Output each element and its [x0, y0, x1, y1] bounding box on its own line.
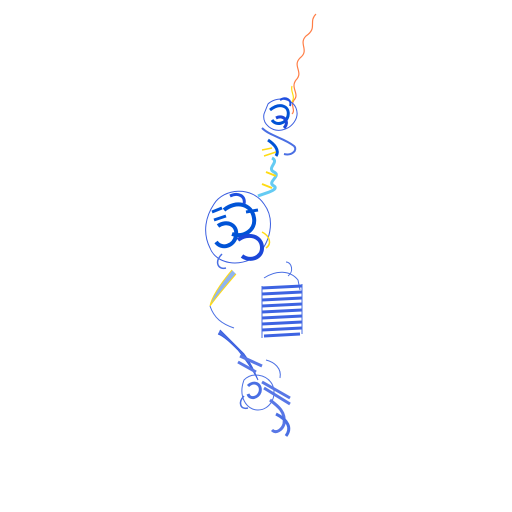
disordered-tail [291, 13, 317, 115]
beta-ribbon-lower [217, 329, 259, 381]
domain-top [261, 97, 298, 157]
domain-middle [205, 190, 271, 270]
loop-left [209, 305, 235, 329]
strand-pair [237, 354, 263, 374]
linker-highlight [261, 171, 277, 189]
beta-ribbon-left [209, 269, 237, 307]
domain-bottom [239, 359, 291, 437]
linker-helix [257, 156, 278, 198]
tail-yellow-segment [290, 85, 295, 103]
beta-solenoid [261, 261, 303, 338]
